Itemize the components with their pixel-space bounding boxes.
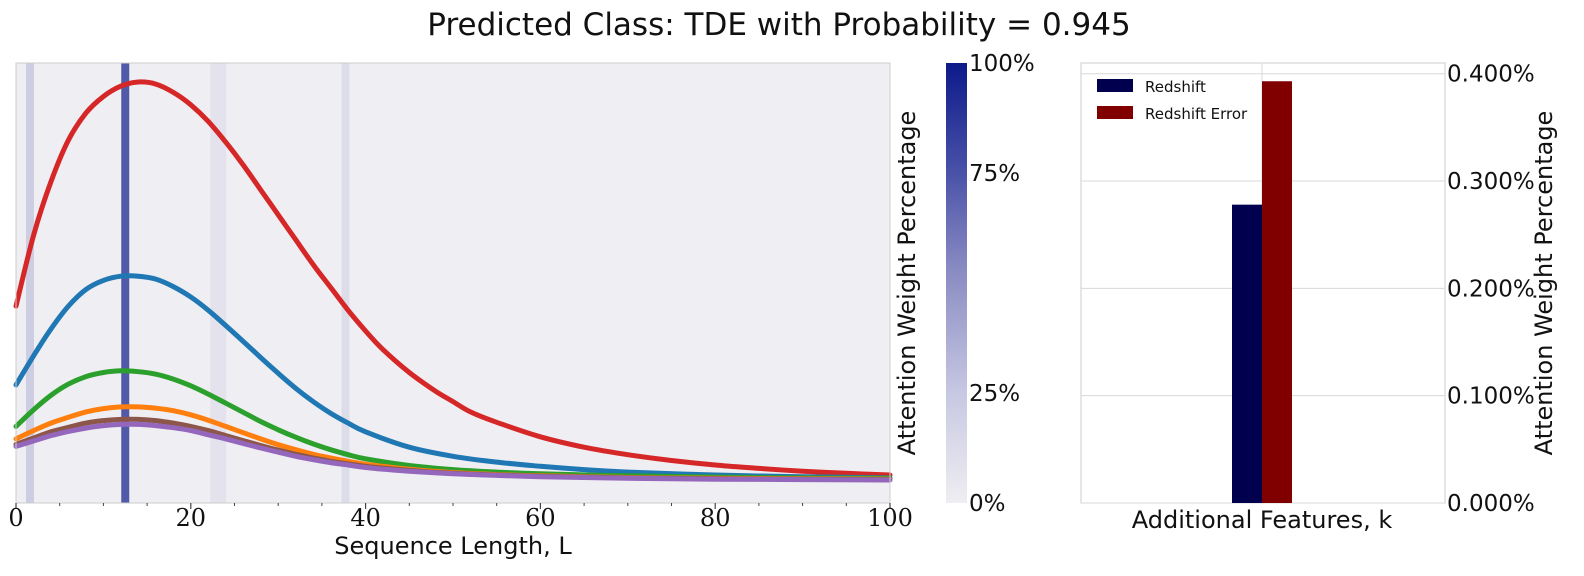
x-axis-label: Sequence Length, L	[334, 532, 572, 560]
bar-redshift-error	[1262, 81, 1292, 504]
bars	[1232, 81, 1292, 504]
colorbar-ticks: 100% 75% 25% 0%	[969, 51, 1035, 517]
colorbar: 100% 75% 25% 0% Attention Weight Percentage	[893, 51, 1035, 517]
line-panel: 0 20 40 60 80 100 Sequence Length, L	[8, 62, 913, 560]
y-tick-label: 0.000%	[1447, 491, 1535, 517]
attention-bands	[25, 63, 350, 503]
x-tick-label: 40	[350, 504, 381, 532]
series-line	[13, 421, 893, 483]
series-lines	[13, 79, 893, 483]
x-tick-label: 60	[525, 504, 556, 532]
y-tick-label: 0.200%	[1447, 276, 1535, 302]
colorbar-tick-label: 75%	[969, 161, 1020, 187]
colorbar-label: Attention Weight Percentage	[893, 111, 921, 456]
colorbar-gradient	[946, 63, 967, 503]
legend-label-redshift-error: Redshift Error	[1145, 105, 1248, 123]
x-tick-label: 20	[176, 504, 207, 532]
legend-label-redshift: Redshift	[1145, 78, 1206, 96]
x-tick-label: 100	[867, 504, 913, 532]
series-line	[13, 79, 893, 478]
attention-band	[210, 63, 219, 503]
legend-swatch-redshift-error	[1097, 106, 1133, 119]
attention-band	[25, 63, 34, 503]
legend: Redshift Redshift Error	[1097, 78, 1248, 123]
bar-panel: 0.000% 0.100% 0.200% 0.300% 0.400% Redshift …	[1080, 62, 1558, 534]
x-tick-label: 80	[700, 504, 731, 532]
bar-redshift	[1232, 204, 1262, 503]
y-tick-label: 0.100%	[1447, 384, 1535, 410]
x-tick-label: 0	[8, 504, 23, 532]
attention-band	[218, 63, 227, 503]
series-line	[13, 273, 893, 481]
line-panel-background	[16, 63, 890, 503]
y-tick-label: 0.400%	[1447, 62, 1535, 88]
figure-title: Predicted Class: TDE with Probability = …	[427, 7, 1130, 43]
colorbar-tick-label: 0%	[969, 491, 1006, 517]
y-axis-ticks: 0.000% 0.100% 0.200% 0.300% 0.400%	[1447, 62, 1535, 517]
colorbar-tick-label: 25%	[969, 381, 1020, 407]
y-tick-label: 0.300%	[1447, 169, 1535, 195]
bar-x-axis-label: Additional Features, k	[1132, 506, 1393, 534]
attention-band	[121, 63, 130, 503]
bar-y-axis-label: Attention Weight Percentage	[1530, 111, 1558, 456]
legend-swatch-redshift	[1097, 79, 1133, 92]
colorbar-tick-label: 100%	[969, 51, 1035, 77]
x-axis-ticks: 0 20 40 60 80 100	[8, 503, 913, 532]
attention-band	[341, 63, 350, 503]
